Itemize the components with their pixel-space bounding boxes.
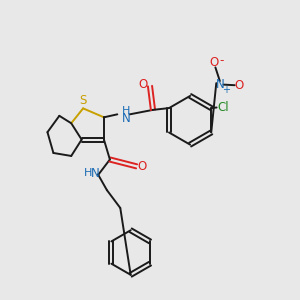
- Text: S: S: [80, 94, 87, 106]
- Text: -: -: [220, 54, 224, 67]
- Text: O: O: [235, 79, 244, 92]
- Text: Cl: Cl: [217, 101, 229, 114]
- Text: O: O: [137, 160, 147, 173]
- Text: N: N: [122, 112, 130, 125]
- Text: N: N: [91, 167, 99, 180]
- Text: O: O: [209, 56, 218, 69]
- Text: H: H: [83, 169, 92, 178]
- Text: +: +: [222, 85, 230, 95]
- Text: N: N: [215, 78, 224, 91]
- Text: H: H: [122, 106, 130, 116]
- Text: O: O: [139, 78, 148, 91]
